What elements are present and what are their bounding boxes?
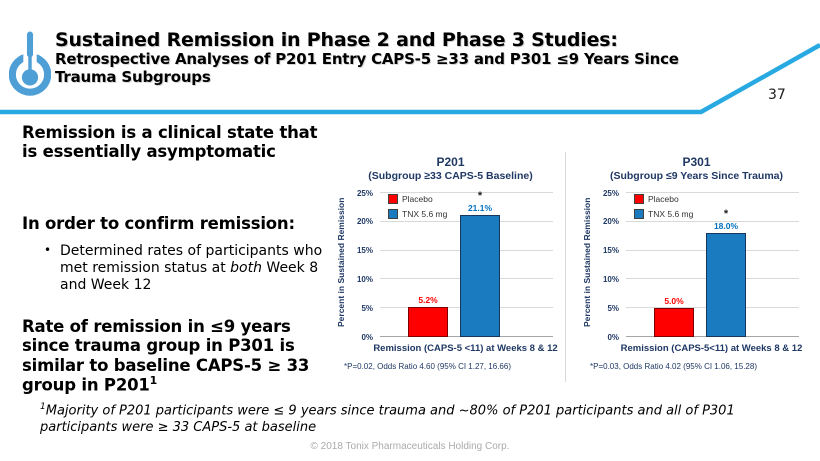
y-tick-label: 5%	[607, 303, 619, 313]
legend-swatch	[388, 194, 398, 204]
slide-footnote: 1Majority of P201 participants were ≤ 9 …	[40, 402, 735, 435]
y-axis-ticks: 0% 5% 10% 15% 20% 25%	[596, 189, 622, 342]
tonix-logo-power-icon	[9, 31, 51, 96]
header-title-block: Sustained Remission in Phase 2 and Phase…	[55, 29, 745, 86]
bar-placebo	[654, 308, 694, 337]
bar-value-label: 5.2%	[418, 295, 438, 306]
bullet-text: Determined rates of participants who met…	[60, 243, 323, 294]
y-tick-label: 0%	[361, 332, 373, 342]
chart-subtitle: (Subgroup ≤9 Years Since Trauma)	[609, 170, 784, 182]
y-tick-label: 10%	[356, 274, 373, 284]
slide-title: Sustained Remission in Phase 2 and Phase…	[55, 29, 618, 51]
legend-item: Placebo	[634, 194, 693, 204]
y-axis-label: Percent in Sustained Remission	[582, 197, 592, 327]
chart-title: P301	[682, 155, 711, 169]
gridline	[626, 192, 799, 193]
heading-superscript: 1	[149, 374, 158, 388]
x-axis-label: Remission (CAPS-5 <11) at Weeks 8 & 12	[373, 343, 558, 354]
chart-stats-footnote: *P=0.03, Odds Ratio 4.02 (95% CI 1.06, 1…	[590, 362, 757, 371]
legend-item: Placebo	[388, 194, 447, 204]
bar-value-label: 5.0%	[664, 296, 684, 307]
legend-swatch	[634, 194, 644, 204]
y-tick-label: 0%	[607, 332, 619, 342]
legend-label: TNX 5.6 mg	[402, 209, 448, 219]
chart-stats-footnote: *P=0.02, Odds Ratio 4.60 (95% CI 1.27, 1…	[344, 362, 511, 371]
legend-swatch	[634, 209, 644, 219]
y-tick-label: 20%	[356, 217, 373, 227]
chart-legend: Placebo TNX 5.6 mg	[388, 194, 447, 224]
legend-swatch	[388, 209, 398, 219]
y-axis-ticks: 0% 5% 10% 15% 20% 25%	[350, 189, 376, 342]
chart-title: P201	[436, 155, 465, 169]
bar-placebo	[408, 307, 448, 337]
legend-label: TNX 5.6 mg	[648, 209, 694, 219]
bar-tnx-5-6-mg	[460, 215, 500, 337]
page-number: 37	[768, 87, 786, 103]
chart-legend: Placebo TNX 5.6 mg	[634, 194, 693, 224]
bullet-item: • Determined rates of participants who m…	[44, 243, 326, 294]
y-tick-label: 25%	[356, 188, 373, 198]
copyright-text: © 2018 Tonix Pharmaceuticals Holding Cor…	[310, 441, 510, 452]
gridline	[626, 220, 799, 222]
chart-p201: P201 (Subgroup ≥33 CAPS-5 Baseline) Perc…	[336, 152, 566, 382]
y-tick-label: 5%	[361, 303, 373, 313]
slide-subtitle: Retrospective Analyses of P201 Entry CAP…	[55, 50, 679, 86]
chart-subtitle: (Subgroup ≥33 CAPS-5 Baseline)	[368, 170, 533, 182]
significance-asterisk: *	[723, 208, 729, 221]
y-tick-label: 25%	[602, 188, 619, 198]
chart-p301: P301 (Subgroup ≤9 Years Since Trauma) Pe…	[582, 152, 811, 382]
left-heading-confirm-remission: In order to confirm remission:	[22, 214, 295, 233]
significance-asterisk: *	[477, 190, 483, 203]
legend-item: TNX 5.6 mg	[388, 209, 447, 219]
chart-plot-region: Percent in Sustained Remission 0% 5% 10% 15…	[582, 187, 811, 342]
plot-area: Placebo TNX 5.6 mg 5.0% 18.0% *	[626, 192, 799, 337]
legend-item: TNX 5.6 mg	[634, 209, 693, 219]
y-tick-label: 15%	[356, 246, 373, 256]
left-heading-remission-state: Remission is a clinical state that is es…	[22, 123, 318, 162]
y-tick-label: 10%	[602, 274, 619, 284]
legend-label: Placebo	[402, 194, 433, 204]
plot-area: Placebo TNX 5.6 mg 5.2% 21.1% *	[380, 190, 553, 337]
legend-label: Placebo	[648, 194, 679, 204]
left-heading-rate-of-remission: Rate of remission in ≤9 years since trau…	[22, 317, 310, 395]
bar-value-label: 18.0%	[713, 221, 739, 232]
bar-tnx-5-6-mg	[706, 233, 746, 337]
gridline	[380, 192, 553, 193]
y-tick-label: 20%	[602, 217, 619, 227]
chart-plot-region: Percent in Sustained Remission 0% 5% 10% 15…	[336, 187, 565, 342]
y-tick-label: 15%	[602, 246, 619, 256]
bar-value-label: 21.1%	[467, 203, 493, 214]
bullet-marker: •	[44, 243, 52, 257]
x-axis-label: Remission (CAPS-5<11) at Weeks 8 & 12	[620, 343, 803, 354]
y-axis-label: Percent in Sustained Remission	[336, 197, 346, 327]
